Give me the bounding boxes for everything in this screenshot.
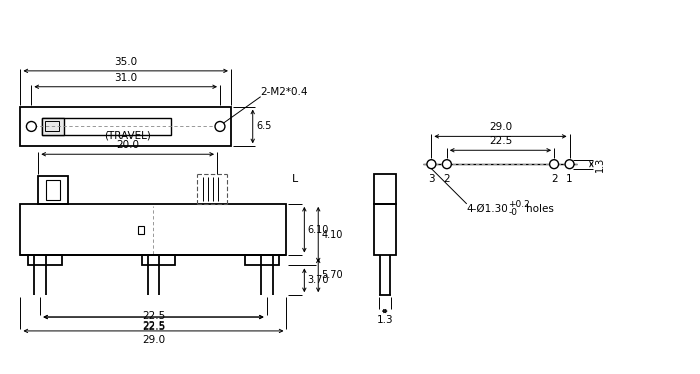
Bar — [20, 107, 231, 146]
Text: 3: 3 — [428, 174, 435, 184]
Text: 4-Ø1.30: 4-Ø1.30 — [467, 204, 508, 214]
Text: 2-M2*0.4: 2-M2*0.4 — [260, 87, 308, 96]
Text: 35.0: 35.0 — [114, 57, 137, 67]
Text: 22.5: 22.5 — [489, 136, 512, 146]
Text: 20.0: 20.0 — [116, 140, 139, 150]
Bar — [38, 176, 68, 204]
Bar — [46, 122, 60, 131]
Text: 31.0: 31.0 — [114, 73, 137, 83]
Text: 6.5: 6.5 — [257, 122, 272, 131]
Text: 5.70: 5.70 — [321, 270, 343, 280]
Bar — [29, 255, 62, 266]
Text: 22.5: 22.5 — [142, 322, 165, 332]
Circle shape — [565, 160, 574, 169]
Text: (TRAVEL): (TRAVEL) — [104, 131, 151, 140]
Text: L: L — [291, 174, 298, 184]
Bar — [46, 180, 60, 200]
Bar — [20, 204, 286, 255]
Text: 1.3: 1.3 — [596, 157, 605, 172]
Text: +0.2: +0.2 — [508, 200, 530, 209]
Text: 22.5: 22.5 — [142, 311, 165, 321]
Text: 29.0: 29.0 — [142, 335, 165, 345]
Text: 2: 2 — [551, 174, 557, 184]
Bar — [141, 255, 175, 266]
Text: 6.10: 6.10 — [307, 225, 329, 234]
Text: 1.3: 1.3 — [377, 315, 393, 325]
Text: -0: -0 — [508, 208, 517, 217]
Circle shape — [215, 122, 225, 131]
Text: 3.70: 3.70 — [307, 275, 329, 285]
Text: holes: holes — [526, 204, 554, 214]
Circle shape — [442, 160, 452, 169]
Text: 2: 2 — [444, 174, 450, 184]
Bar — [245, 255, 279, 266]
Text: 22.5: 22.5 — [142, 321, 165, 331]
Text: 29.0: 29.0 — [489, 122, 512, 132]
Bar — [138, 226, 144, 234]
Bar — [42, 117, 172, 135]
Circle shape — [427, 160, 436, 169]
Text: 1: 1 — [566, 174, 573, 184]
Bar — [42, 117, 64, 135]
Bar — [374, 204, 395, 255]
Text: 4.10: 4.10 — [321, 230, 342, 240]
Circle shape — [550, 160, 559, 169]
Circle shape — [27, 122, 36, 131]
Bar — [374, 174, 395, 204]
